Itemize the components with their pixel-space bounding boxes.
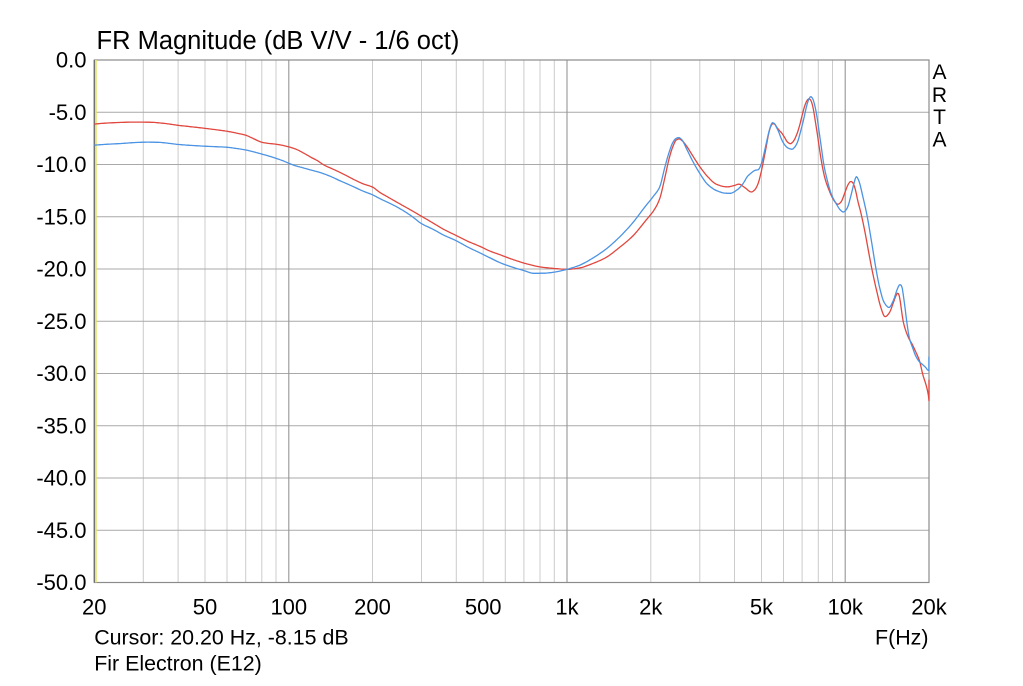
svg-text:-25.0: -25.0 bbox=[36, 309, 86, 334]
svg-text:10k: 10k bbox=[827, 594, 863, 619]
svg-text:-45.0: -45.0 bbox=[36, 518, 86, 543]
svg-text:-15.0: -15.0 bbox=[36, 204, 86, 229]
svg-text:R: R bbox=[932, 84, 947, 107]
svg-text:Cursor: 20.20 Hz, -8.15 dB: Cursor: 20.20 Hz, -8.15 dB bbox=[94, 626, 348, 650]
svg-text:-5.0: -5.0 bbox=[49, 100, 87, 125]
svg-text:5k: 5k bbox=[750, 594, 774, 619]
svg-text:50: 50 bbox=[193, 594, 217, 619]
svg-text:-35.0: -35.0 bbox=[36, 413, 86, 438]
svg-text:0.0: 0.0 bbox=[56, 48, 87, 73]
svg-text:100: 100 bbox=[270, 594, 307, 619]
svg-text:2k: 2k bbox=[639, 594, 663, 619]
svg-text:F(Hz): F(Hz) bbox=[875, 625, 928, 649]
svg-text:-30.0: -30.0 bbox=[36, 361, 86, 386]
svg-text:T: T bbox=[933, 106, 946, 129]
svg-text:A: A bbox=[932, 61, 946, 84]
svg-text:-40.0: -40.0 bbox=[36, 466, 86, 491]
svg-text:-20.0: -20.0 bbox=[36, 257, 86, 282]
svg-text:FR Magnitude (dB V/V - 1/6 oct: FR Magnitude (dB V/V - 1/6 oct) bbox=[97, 27, 460, 55]
svg-text:500: 500 bbox=[465, 594, 502, 619]
svg-text:A: A bbox=[932, 128, 946, 151]
svg-text:20: 20 bbox=[82, 594, 106, 619]
svg-text:1k: 1k bbox=[555, 594, 579, 619]
svg-text:200: 200 bbox=[354, 594, 391, 619]
svg-text:-10.0: -10.0 bbox=[36, 152, 86, 177]
svg-text:Fir Electron (E12): Fir Electron (E12) bbox=[94, 651, 262, 675]
svg-text:20k: 20k bbox=[911, 594, 947, 619]
svg-text:-50.0: -50.0 bbox=[36, 570, 86, 595]
